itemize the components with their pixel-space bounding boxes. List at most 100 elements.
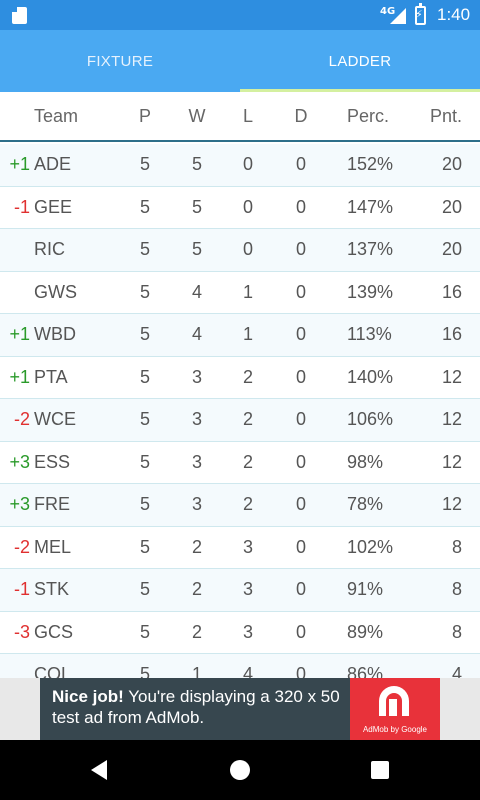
rank-change: +1 bbox=[9, 324, 30, 345]
won: 5 bbox=[191, 239, 202, 260]
points: 4 bbox=[451, 664, 462, 685]
team-name: STK bbox=[34, 579, 70, 600]
played: 5 bbox=[139, 409, 150, 430]
points: 20 bbox=[441, 196, 462, 217]
played: 5 bbox=[139, 536, 150, 557]
percentage: 152% bbox=[347, 154, 394, 175]
percentage: 98% bbox=[347, 451, 384, 472]
ladder-row[interactable]: -1 STK 5 2 3 0 91% 8 bbox=[0, 569, 480, 612]
ladder-row[interactable]: +1 WBD 5 4 1 0 113% 16 bbox=[0, 314, 480, 357]
header-played: P bbox=[138, 105, 151, 126]
rank-change: +3 bbox=[9, 451, 30, 472]
admob-mark-icon bbox=[379, 686, 409, 716]
played: 5 bbox=[139, 451, 150, 472]
admob-caption: AdMob by Google bbox=[362, 725, 428, 734]
header-won: W bbox=[188, 105, 206, 126]
percentage: 89% bbox=[347, 621, 384, 642]
header-drawn: D bbox=[294, 105, 308, 126]
drawn: 0 bbox=[295, 536, 306, 557]
points: 12 bbox=[441, 494, 462, 515]
lost: 0 bbox=[242, 154, 253, 175]
played: 5 bbox=[139, 281, 150, 302]
lost: 0 bbox=[242, 239, 253, 260]
drawn: 0 bbox=[295, 366, 306, 387]
lost: 1 bbox=[242, 281, 253, 302]
percentage: 137% bbox=[347, 239, 394, 260]
signal-icon bbox=[390, 8, 406, 24]
ladder-row[interactable]: -2 MEL 5 2 3 0 102% 8 bbox=[0, 527, 480, 569]
percentage: 102% bbox=[347, 536, 394, 557]
played: 5 bbox=[139, 494, 150, 515]
team-name: GEE bbox=[34, 196, 73, 217]
drawn: 0 bbox=[295, 451, 306, 472]
played: 5 bbox=[139, 239, 150, 260]
rank-change bbox=[0, 229, 30, 271]
won: 1 bbox=[191, 664, 202, 685]
won: 4 bbox=[191, 281, 202, 302]
lost: 2 bbox=[242, 409, 253, 430]
won: 3 bbox=[191, 366, 202, 387]
won: 5 bbox=[191, 196, 202, 217]
points: 16 bbox=[441, 324, 462, 345]
lost: 0 bbox=[242, 196, 253, 217]
back-icon[interactable] bbox=[91, 760, 107, 780]
ad-headline: Nice job! bbox=[52, 687, 124, 706]
percentage: 139% bbox=[347, 281, 394, 302]
ladder-row[interactable]: +3 FRE 5 3 2 0 78% 12 bbox=[0, 484, 480, 527]
clock: 1:40 bbox=[437, 5, 471, 24]
ladder-row[interactable]: +3 ESS 5 3 2 0 98% 12 bbox=[0, 442, 480, 484]
ladder-row[interactable]: +1 ADE 5 5 0 0 152% 20 bbox=[0, 144, 480, 187]
points: 8 bbox=[451, 621, 462, 642]
played: 5 bbox=[139, 196, 150, 217]
home-icon[interactable] bbox=[230, 760, 250, 780]
lost: 2 bbox=[242, 366, 253, 387]
won: 5 bbox=[191, 154, 202, 175]
points: 20 bbox=[441, 239, 462, 260]
tab-ladder[interactable]: LADDER bbox=[240, 30, 480, 92]
team-name: ESS bbox=[34, 451, 71, 472]
ad-banner[interactable]: Nice job! You're displaying a 320 x 50 t… bbox=[0, 678, 480, 740]
ladder-row[interactable]: -3 GCS 5 2 3 0 89% 8 bbox=[0, 612, 480, 654]
percentage: 147% bbox=[347, 196, 394, 217]
drawn: 0 bbox=[295, 409, 306, 430]
won: 3 bbox=[191, 494, 202, 515]
recents-icon[interactable] bbox=[371, 761, 389, 779]
won: 3 bbox=[191, 409, 202, 430]
rank-change: +1 bbox=[9, 366, 30, 387]
ladder-row[interactable]: RIC 5 5 0 0 137% 20 bbox=[0, 229, 480, 272]
ad-content[interactable]: Nice job! You're displaying a 320 x 50 t… bbox=[40, 678, 440, 740]
played: 5 bbox=[139, 664, 150, 685]
header-team: Team bbox=[34, 105, 79, 126]
rank-change: -1 bbox=[13, 196, 30, 217]
ad-text[interactable]: Nice job! You're displaying a 320 x 50 t… bbox=[52, 686, 352, 728]
ad-body: You're displaying a 320 x 50 test ad fro… bbox=[52, 687, 340, 727]
lost: 3 bbox=[242, 579, 253, 600]
drawn: 0 bbox=[295, 664, 306, 685]
lost: 4 bbox=[242, 664, 253, 685]
sd-card-icon bbox=[12, 7, 27, 24]
ladder-row[interactable]: -1 GEE 5 5 0 0 147% 20 bbox=[0, 187, 480, 229]
drawn: 0 bbox=[295, 239, 306, 260]
won: 2 bbox=[191, 579, 202, 600]
ladder-row[interactable]: -2 WCE 5 3 2 0 106% 12 bbox=[0, 399, 480, 442]
won: 3 bbox=[191, 451, 202, 472]
played: 5 bbox=[139, 621, 150, 642]
rank-change: -3 bbox=[13, 621, 30, 642]
admob-logo[interactable]: AdMob by Google bbox=[350, 678, 440, 740]
points: 8 bbox=[451, 536, 462, 557]
lost: 2 bbox=[242, 451, 253, 472]
network-type: 4G bbox=[380, 6, 396, 17]
lost: 1 bbox=[242, 324, 253, 345]
played: 5 bbox=[139, 366, 150, 387]
played: 5 bbox=[139, 324, 150, 345]
percentage: 113% bbox=[347, 324, 392, 345]
tab-fixture[interactable]: FIXTURE bbox=[86, 52, 154, 70]
played: 5 bbox=[139, 579, 150, 600]
rank-change: +1 bbox=[9, 154, 30, 175]
points: 20 bbox=[441, 154, 462, 175]
rank-change bbox=[0, 272, 30, 314]
drawn: 0 bbox=[295, 281, 306, 302]
rank-change: -2 bbox=[13, 536, 30, 557]
ladder-row[interactable]: GWS 5 4 1 0 139% 16 bbox=[0, 272, 480, 314]
ladder-row[interactable]: +1 PTA 5 3 2 0 140% 12 bbox=[0, 357, 480, 399]
